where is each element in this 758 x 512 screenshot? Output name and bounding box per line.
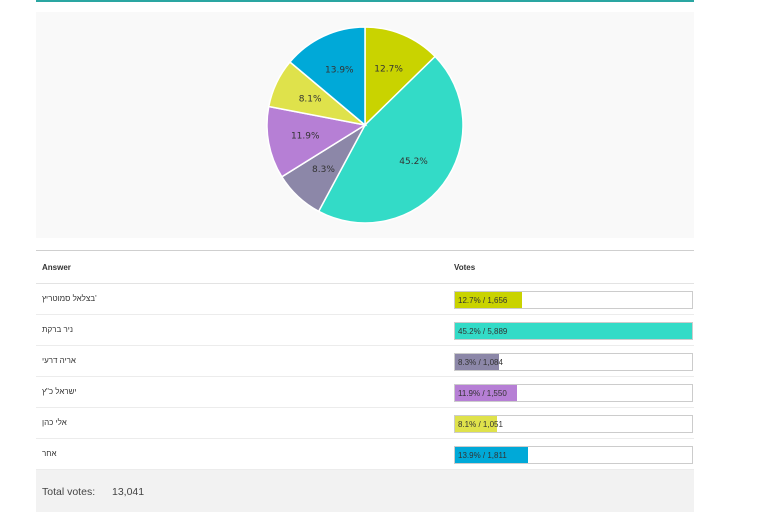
table-row: בצלאל סמוטריץ' 12.7% / 1,656 [36,284,694,315]
vote-bar-fill [455,416,498,432]
pie-slice-label: 11.9% [291,132,320,142]
vote-bar-fill [455,354,499,370]
vote-bar-label: 8.3% / 1,084 [458,358,503,367]
pie-slice [288,26,366,127]
pie-slice-label: 45.2% [399,157,428,167]
poll-chart-panel: 12.7% 45.2% 8.3% 11.9% 8.1% 13.9% [36,12,694,238]
table-row: אריה דרעי 8.3% / 1,084 [36,346,694,377]
vote-bar-label: 45.2% / 5,889 [458,327,508,336]
table-header: Answer Votes [36,251,694,284]
vote-bar: 11.9% / 1,550 [454,384,693,402]
pie-slice-label: 13.9% [325,65,354,75]
poll-results-table: Answer Votes בצלאל סמוטריץ' 12.7% / 1,656… [36,250,694,512]
pie-slice [266,105,368,178]
total-votes-value: 13,041 [112,486,145,498]
total-votes-row: Total votes: 13,041 [36,470,694,512]
answer-label: ישראל כ"ץ [42,387,77,396]
vote-bar: 12.7% / 1,656 [454,291,693,309]
vote-bar-fill [455,292,522,308]
pie-slice-label: 8.1% [299,94,322,104]
pie-slice [317,55,464,224]
vote-bar-label: 8.1% / 1,051 [458,420,503,429]
answer-column-header: Answer [42,263,71,272]
vote-bar-fill [455,323,692,339]
vote-bar-label: 12.7% / 1,656 [458,296,508,305]
total-votes-label: Total votes: [42,486,96,498]
vote-bar-label: 11.9% / 1,550 [458,389,507,398]
answer-label: אלי כהן [42,418,67,427]
pie-slice-label: 12.7% [374,65,403,75]
table-row: ניר ברקת 45.2% / 5,889 [36,315,694,346]
pie-chart: 12.7% 45.2% 8.3% 11.9% 8.1% 13.9% [266,26,464,224]
vote-bar-fill [455,385,518,401]
table-row: אלי כהן 8.1% / 1,051 [36,408,694,439]
vote-bar: 45.2% / 5,889 [454,322,693,340]
votes-column-header: Votes [454,263,476,272]
pie-slice-label: 8.3% [312,165,335,175]
answer-label: אחר [42,449,57,458]
vote-bar: 8.1% / 1,051 [454,415,693,433]
vote-bar: 8.3% / 1,084 [454,353,693,371]
pie-slice [364,26,437,127]
table-row: ישראל כ"ץ 11.9% / 1,550 [36,377,694,408]
answer-label: בצלאל סמוטריץ' [42,294,97,303]
vote-bar: 13.9% / 1,811 [454,446,693,464]
vote-bar-label: 13.9% / 1,811 [458,451,507,460]
answer-label: אריה דרעי [42,356,76,365]
top-accent-rule [36,0,694,2]
answer-label: ניר ברקת [42,325,73,334]
table-row: אחר 13.9% / 1,811 [36,439,694,470]
vote-bar-fill [455,447,528,463]
